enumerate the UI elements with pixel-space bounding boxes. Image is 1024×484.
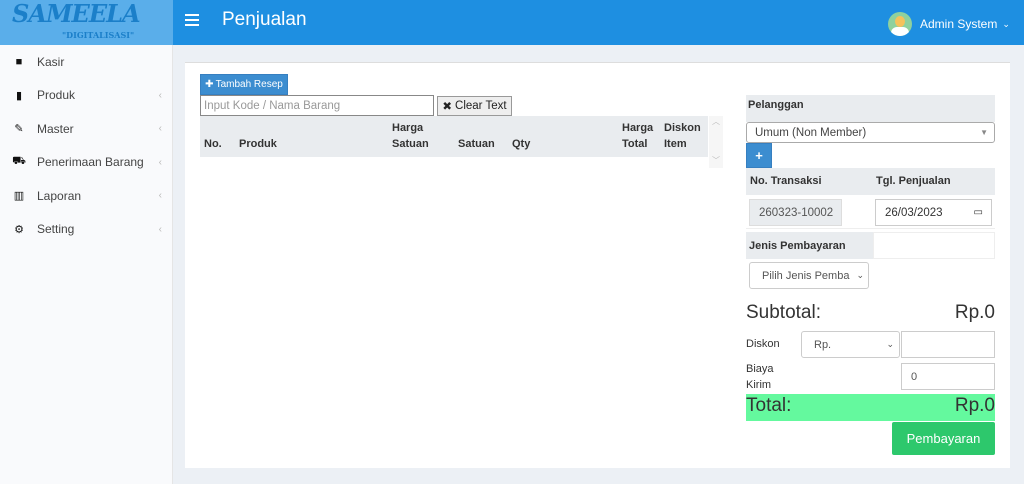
col-harga-total-2: Total	[622, 138, 648, 150]
sidebar-item-master[interactable]: ✎ Master ‹	[0, 112, 172, 146]
bookmark-icon: ▮	[15, 89, 23, 102]
col-produk: Produk	[239, 138, 277, 150]
edit-icon: ✎	[14, 123, 24, 136]
col-qty: Qty	[512, 138, 531, 150]
total-row: Total: Rp.0	[746, 394, 995, 421]
logo-main: SAMEELA	[12, 0, 141, 28]
col-satuan: Satuan	[458, 138, 495, 150]
calendar-icon[interactable]: ▭	[973, 207, 983, 218]
add-customer-button[interactable]: +	[746, 143, 772, 168]
sidebar-item-setting[interactable]: ⚙ Setting ‹	[0, 213, 172, 247]
plus-icon: ✚	[205, 79, 214, 90]
avatar	[888, 12, 912, 36]
biaya-kirim-label: Biaya Kirim	[746, 363, 774, 391]
sale-date-input[interactable]: 26/03/2023 ▭	[875, 199, 992, 226]
page-title: Penjualan	[222, 9, 307, 30]
add-recipe-button[interactable]: ✚ Tambah Resep	[200, 74, 288, 95]
col-diskon-2: Item	[664, 138, 687, 150]
bar-chart-icon: ▥	[13, 190, 25, 203]
tgl-penjualan-label: Tgl. Penjualan	[876, 175, 951, 187]
col-harga-total-1: Harga	[622, 122, 654, 134]
sidebar-item-label: Penerimaan Barang	[37, 155, 144, 170]
chevron-down-icon: ⌄	[856, 270, 864, 281]
user-name: Admin System	[920, 17, 998, 31]
sidebar: ■ Kasir ▮ Produk ‹ ✎ Master ‹ ⛟ Penerimaan Barang…	[0, 45, 173, 484]
top-header: SAMEELA "DIGITALISASI" Penjualan Admin S…	[0, 0, 1024, 45]
total-value: Rp.0	[954, 395, 995, 416]
subtotal-value: Rp.0	[954, 302, 995, 323]
no-transaksi-label: No. Transaksi	[750, 175, 822, 187]
chevron-down-icon: ⌄	[1002, 18, 1010, 29]
caret-down-icon: ▼	[980, 128, 988, 137]
payment-type-select[interactable]: Pilih Jenis Pemba ⌄	[749, 262, 869, 289]
sidebar-item-laporan[interactable]: ▥ Laporan ‹	[0, 179, 172, 213]
sidebar-item-label: Produk	[37, 88, 76, 103]
jenis-pembayaran-label: Jenis Pembayaran	[746, 232, 873, 259]
cart-icon: ⛟	[12, 155, 26, 168]
sidebar-item-label: Setting	[37, 222, 75, 237]
table-header: No. Produk Harga Satuan Satuan Qty Harga…	[200, 116, 708, 157]
col-harga-satuan-1: Harga	[392, 122, 424, 134]
table-scrollbar[interactable]: ︿ ﹀	[709, 116, 723, 168]
logo[interactable]: SAMEELA "DIGITALISASI"	[0, 0, 173, 45]
total-label: Total:	[746, 395, 792, 416]
gear-icon: ⚙	[14, 223, 24, 236]
grid-icon: ■	[15, 55, 23, 68]
transaction-number-field: 260323-10002	[749, 199, 842, 226]
chevron-left-icon: ‹	[158, 123, 162, 135]
col-no: No.	[204, 138, 222, 150]
close-icon: ✖	[442, 101, 453, 113]
chevron-left-icon: ‹	[158, 89, 162, 101]
col-harga-satuan-2: Satuan	[392, 138, 429, 150]
logo-sub: "DIGITALISASI"	[62, 30, 135, 40]
pelanggan-label: Pelanggan	[746, 95, 995, 122]
chevron-left-icon: ‹	[158, 190, 162, 202]
clear-text-button[interactable]: ✖ Clear Text	[437, 96, 512, 116]
menu-toggle-icon[interactable]	[185, 14, 199, 28]
sidebar-item-label: Kasir	[37, 54, 65, 69]
subtotal-label: Subtotal:	[746, 302, 821, 323]
product-search-input[interactable]: Input Kode / Nama Barang	[200, 95, 434, 116]
sidebar-item-label: Master	[37, 121, 74, 136]
sidebar-item-label: Laporan	[37, 188, 82, 203]
chevron-down-icon: ⌄	[886, 339, 894, 349]
sidebar-item-kasir[interactable]: ■ Kasir	[0, 45, 172, 79]
transaction-labels-row: No. Transaksi Tgl. Penjualan	[746, 168, 995, 195]
discount-type-select[interactable]: Rp. ⌄	[801, 331, 900, 358]
payment-button[interactable]: Pembayaran	[892, 422, 995, 455]
sales-box: ✚ Tambah Resep Input Kode / Nama Barang ✖…	[185, 62, 1010, 468]
col-diskon-1: Diskon	[664, 122, 701, 134]
user-menu[interactable]: Admin System ⌄	[888, 12, 1010, 36]
shipping-cost-input[interactable]: 0	[901, 363, 995, 390]
sidebar-item-penerimaan-barang[interactable]: ⛟ Penerimaan Barang ‹	[0, 146, 172, 180]
diskon-label: Diskon	[746, 338, 780, 350]
discount-input[interactable]	[901, 331, 995, 358]
customer-select[interactable]: Umum (Non Member) ▼	[746, 122, 995, 143]
sidebar-item-produk[interactable]: ▮ Produk ‹	[0, 79, 172, 113]
chevron-left-icon: ‹	[158, 223, 162, 235]
chevron-left-icon: ‹	[158, 156, 162, 168]
transaction-panel: Pelanggan Umum (Non Member) ▼ + No. Trans…	[746, 95, 995, 455]
